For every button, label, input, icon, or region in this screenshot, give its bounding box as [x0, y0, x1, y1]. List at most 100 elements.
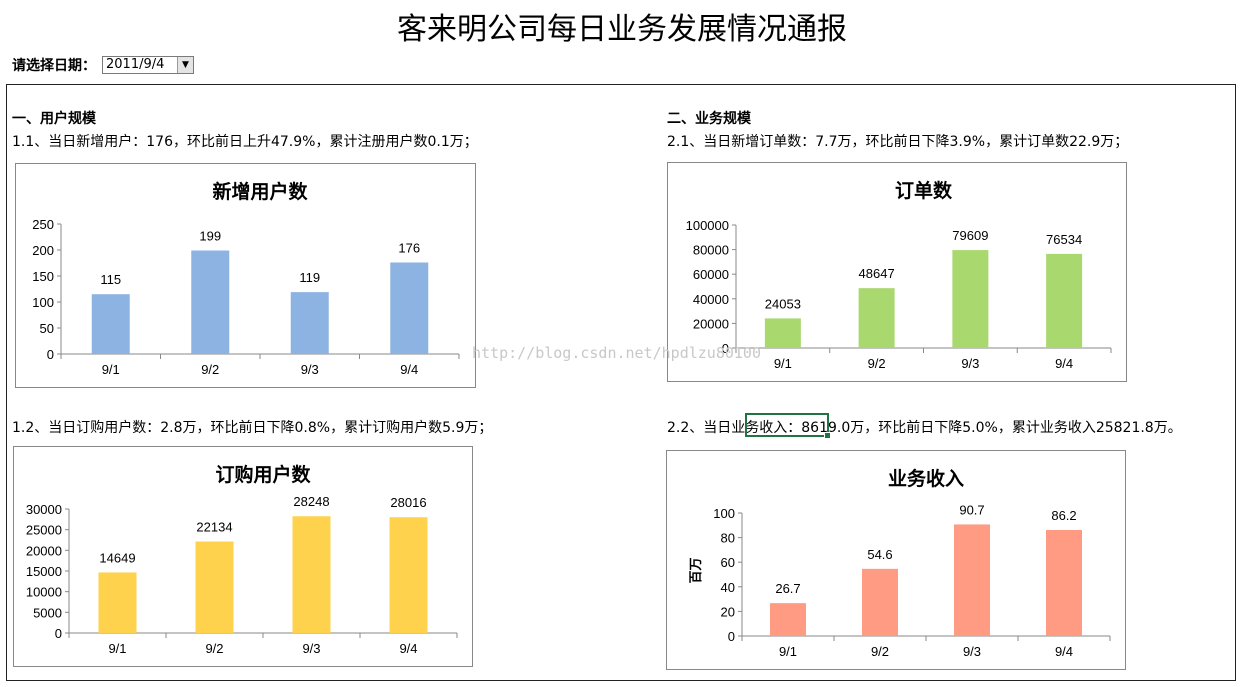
subscribers-chart-title: 订购用户数: [215, 463, 311, 486]
subscribers-y-tick-label: 20000: [26, 543, 62, 558]
subscribers-chart-svg: 订购用户数 0 5000 10000 15000 20000 25000 30000 14649…: [26, 463, 458, 656]
new-users-y-tick-label: 100: [32, 295, 54, 310]
date-select-value: 2011/9/4: [106, 57, 165, 72]
orders-bar[interactable]: [764, 318, 801, 348]
business-section-title: 二、业务规模: [667, 111, 751, 127]
new-users-y-tick-label: 150: [32, 269, 54, 284]
subscribers-y-tick-label: 5000: [33, 605, 62, 620]
subscribers-chart[interactable]: 订购用户数 0 5000 10000 15000 20000 25000 30000 14649…: [13, 446, 473, 667]
report-frame: [6, 84, 1236, 681]
new-users-chart-svg: 新增用户数 0 50 100 150 200 250 115 9/1 199 9/2 119 9/3 17…: [32, 180, 460, 377]
new-users-x-tick-label: 9/2: [201, 362, 219, 377]
new-users-data-label: 119: [299, 270, 320, 285]
new-users-bar[interactable]: [191, 250, 230, 354]
orders-chart-svg: 订单数 0 20000 40000 60000 80000 100000 24053 9/1 48…: [686, 179, 1112, 371]
revenue-y-tick-label: 0: [728, 629, 735, 644]
orders-bar[interactable]: [952, 250, 989, 348]
revenue-chart[interactable]: 业务收入 0 20 40 60 80 100 26.7 9/1 54.6 9/2 90.7 9/3 86.…: [666, 450, 1126, 670]
subscribers-y-tick-label: 0: [55, 626, 62, 641]
revenue-data-label: 26.7: [775, 581, 800, 596]
page-title: 客来明公司每日业务发展情况通报: [397, 12, 847, 47]
new-users-x-tick-label: 9/4: [400, 362, 418, 377]
orders-x-tick-label: 9/4: [1055, 356, 1073, 371]
new-users-data-label: 115: [100, 272, 121, 287]
subscribers-stat: 1.2、当日订购用户数：2.8万，环比前日下降0.8%，累计订购用户数5.9万；: [12, 420, 493, 436]
orders-bar[interactable]: [1046, 253, 1083, 348]
revenue-data-label: 54.6: [867, 547, 892, 562]
revenue-data-label: 90.7: [959, 502, 984, 517]
subscribers-x-tick-label: 9/1: [108, 641, 126, 656]
watermark: http://blog.csdn.net/hpdlzu80100: [472, 344, 761, 362]
orders-y-tick-label: 80000: [693, 243, 729, 258]
new-users-stat: 1.1、当日新增用户：176，环比前日上升47.9%，累计注册用户数0.1万；: [12, 134, 478, 150]
new-users-y-tick-label: 0: [47, 347, 54, 362]
users-section-title: 一、用户规模: [12, 111, 96, 127]
revenue-y-axis-title: 百万: [688, 557, 703, 583]
orders-x-tick-label: 9/2: [868, 356, 886, 371]
revenue-y-tick-label: 60: [721, 555, 735, 570]
orders-data-label: 48647: [859, 266, 895, 281]
revenue-x-tick-label: 9/2: [871, 644, 889, 659]
orders-bar[interactable]: [858, 288, 895, 348]
subscribers-x-tick-label: 9/2: [205, 641, 223, 656]
orders-y-tick-label: 40000: [693, 292, 729, 307]
date-picker-row: 请选择日期： 2011/9/4 ▼: [12, 55, 194, 75]
revenue-y-tick-label: 40: [721, 580, 735, 595]
orders-data-label: 79609: [952, 228, 988, 243]
date-picker-label: 请选择日期：: [12, 58, 96, 74]
subscribers-bar[interactable]: [195, 541, 234, 633]
revenue-x-tick-label: 9/4: [1055, 644, 1073, 659]
revenue-bar[interactable]: [862, 568, 898, 636]
orders-x-tick-label: 9/3: [961, 356, 979, 371]
subscribers-data-label: 28248: [293, 494, 329, 509]
new-users-bar[interactable]: [91, 294, 130, 354]
subscribers-bar[interactable]: [98, 572, 137, 633]
subscribers-bar[interactable]: [292, 516, 331, 633]
revenue-stat: 2.2、当日业务收入：8619.0万，环比前日下降5.0%，累计业务收入2582…: [667, 420, 1182, 436]
new-users-x-tick-label: 9/1: [102, 362, 120, 377]
selected-cell[interactable]: [745, 413, 831, 439]
orders-chart-title: 订单数: [895, 179, 953, 202]
revenue-data-label: 86.2: [1051, 508, 1076, 523]
new-users-chart-title: 新增用户数: [212, 180, 308, 203]
orders-y-tick-label: 0: [722, 341, 729, 356]
new-users-bar[interactable]: [290, 292, 329, 354]
orders-data-label: 76534: [1046, 232, 1082, 247]
revenue-y-tick-label: 100: [713, 506, 735, 521]
subscribers-y-tick-label: 10000: [26, 585, 62, 600]
orders-y-tick-label: 100000: [686, 218, 729, 233]
orders-chart[interactable]: 订单数 0 20000 40000 60000 80000 100000 24053 9/1 48…: [667, 162, 1127, 382]
new-users-y-tick-label: 250: [32, 217, 54, 232]
revenue-chart-title: 业务收入: [888, 467, 964, 490]
revenue-y-tick-label: 20: [721, 604, 735, 619]
revenue-bar[interactable]: [770, 603, 806, 636]
orders-stat: 2.1、当日新增订单数：7.7万，环比前日下降3.9%，累计订单数22.9万；: [667, 134, 1129, 150]
revenue-y-tick-label: 80: [721, 531, 735, 546]
revenue-bar[interactable]: [954, 524, 990, 636]
orders-data-label: 24053: [765, 296, 801, 311]
subscribers-x-tick-label: 9/4: [399, 641, 417, 656]
subscribers-x-tick-label: 9/3: [302, 641, 320, 656]
subscribers-y-tick-label: 30000: [26, 502, 62, 517]
new-users-data-label: 176: [398, 240, 420, 255]
new-users-data-label: 199: [199, 229, 221, 244]
subscribers-y-tick-label: 15000: [26, 564, 62, 579]
date-select[interactable]: 2011/9/4 ▼: [102, 56, 194, 74]
subscribers-data-label: 14649: [99, 550, 135, 565]
new-users-y-tick-label: 200: [32, 243, 54, 258]
revenue-x-tick-label: 9/1: [779, 644, 797, 659]
subscribers-bar[interactable]: [389, 517, 428, 633]
new-users-y-tick-label: 50: [40, 321, 54, 336]
new-users-bar[interactable]: [390, 262, 429, 354]
revenue-bar[interactable]: [1046, 529, 1082, 636]
orders-y-tick-label: 60000: [693, 267, 729, 282]
fill-handle[interactable]: [824, 432, 831, 439]
revenue-x-tick-label: 9/3: [963, 644, 981, 659]
subscribers-y-tick-label: 25000: [26, 523, 62, 538]
subscribers-data-label: 22134: [196, 520, 232, 535]
chevron-down-icon[interactable]: ▼: [177, 57, 193, 73]
orders-x-tick-label: 9/1: [774, 356, 792, 371]
new-users-chart[interactable]: 新增用户数 0 50 100 150 200 250 115 9/1 199 9/2 119 9/3 17…: [15, 163, 476, 388]
revenue-chart-svg: 业务收入 0 20 40 60 80 100 26.7 9/1 54.6 9/2 90.7 9/3 86.…: [688, 467, 1111, 659]
new-users-x-tick-label: 9/3: [301, 362, 319, 377]
